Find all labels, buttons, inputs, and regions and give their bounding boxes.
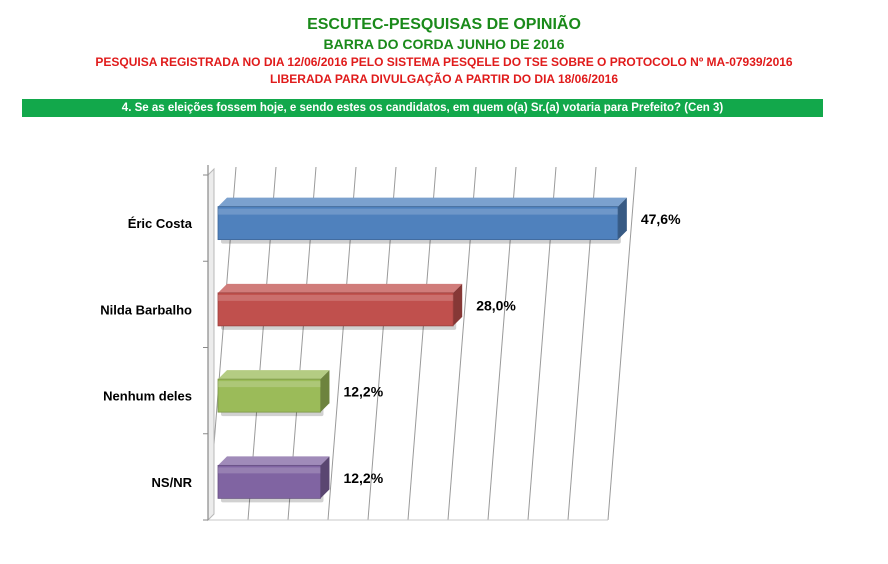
gridline	[607, 166, 637, 521]
value-label: 12,2%	[343, 470, 383, 486]
bar-side-face	[320, 370, 330, 413]
chart-title: ESCUTEC-PESQUISAS DE OPINIÃO	[307, 16, 581, 33]
bar-highlight	[218, 294, 454, 301]
value-label: 12,2%	[343, 384, 383, 400]
bar-highlight	[218, 381, 321, 388]
bar-top-face	[218, 370, 330, 380]
bar-side-face	[320, 456, 330, 499]
bar-nenhum-deles	[217, 378, 321, 413]
category-label: NS/NR	[152, 475, 193, 490]
bar-top-face	[218, 197, 627, 207]
bar-side-face	[617, 197, 627, 240]
bar-highlight	[218, 467, 321, 474]
bar-ns-nr	[217, 464, 321, 499]
bar-highlight	[218, 208, 618, 215]
bar-top-face	[218, 283, 463, 293]
category-label: Nenhum deles	[103, 389, 192, 404]
category-label: Nilda Barbalho	[100, 302, 192, 317]
release-notice: LIBERADA PARA DIVULGAÇÃO A PARTIR DO DIA…	[269, 72, 619, 86]
axis-wall	[207, 167, 215, 522]
bar--ric-costa	[217, 206, 619, 241]
registration-notice: PESQUISA REGISTRADA NO DIA 12/06/2016 PE…	[95, 55, 793, 69]
value-label: 47,6%	[641, 211, 681, 227]
chart-subtitle: BARRA DO CORDA JUNHO DE 2016	[323, 36, 565, 52]
question-banner: 4. Se as eleições fossem hoje, e sendo e…	[22, 99, 823, 117]
bar-nilda-barbalho	[217, 292, 454, 327]
value-label: 28,0%	[476, 297, 516, 313]
category-label: Éric Costa	[128, 216, 193, 231]
bar-top-face	[218, 456, 330, 466]
bar-side-face	[453, 283, 463, 326]
